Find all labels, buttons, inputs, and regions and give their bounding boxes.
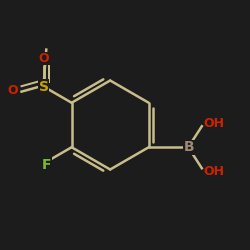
Text: O: O <box>8 84 18 97</box>
Text: S: S <box>39 80 49 94</box>
Text: O: O <box>38 52 49 65</box>
Text: F: F <box>42 158 51 172</box>
Text: OH: OH <box>203 165 224 178</box>
Text: OH: OH <box>203 117 224 130</box>
Text: B: B <box>184 140 195 154</box>
